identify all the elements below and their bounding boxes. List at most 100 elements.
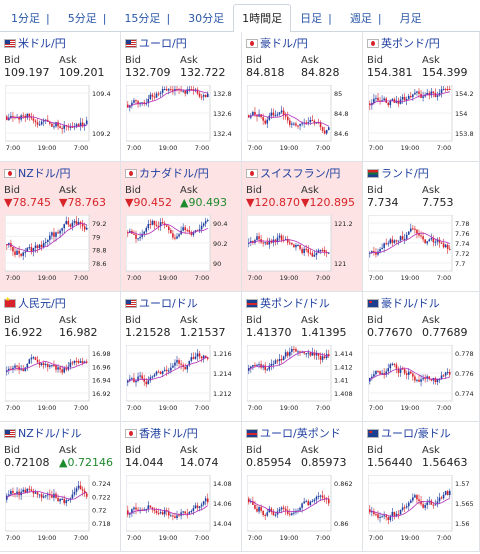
candle-body [434,241,437,243]
candle-body [63,224,65,229]
pair-title-link[interactable]: 香港ドル/円 [125,425,237,441]
candle-body [83,124,86,126]
candle-body [446,244,449,249]
rate-card[interactable]: 豪ドル/円 Bid Ask 84.818 84.828 85 84.8 84.6 7:00 19:… [242,32,363,162]
candle-body [377,251,379,255]
pair-title-link[interactable]: ユーロ/英ポンド [246,425,358,441]
candle-body [319,249,322,251]
candle-body [383,515,385,517]
candle-body [180,512,182,516]
tab-timeframe[interactable]: 30分足 [179,4,233,32]
pair-title-link[interactable]: 米ドル/円 [4,35,116,51]
mini-candle-chart[interactable]: 132.8 132.6 132.4 7:00 19:00 7:00 [126,85,236,155]
candle-body [438,239,441,243]
candle-body [250,501,252,503]
tab-timeframe[interactable]: 15分足 | [115,4,179,32]
candle-body [276,360,279,362]
candle-body [75,488,78,492]
ask-label: Ask [59,55,77,66]
mini-candle-chart[interactable]: 1.57 1.565 1.56 7:00 19:00 7:00 [368,475,478,545]
tab-timeframe[interactable]: 5分足 | [59,4,116,32]
pair-title-link[interactable]: 豪ドル/ドル [367,295,475,311]
mini-candle-chart[interactable]: 109.4 109.2 7:00 19:00 7:00 [5,85,115,155]
mini-candle-chart[interactable]: 154.2 154 153.8 7:00 19:00 7:00 [368,85,478,155]
flag-icon [125,38,137,48]
candle-body [165,225,168,227]
candle-body [81,361,84,364]
candle-body [63,498,65,504]
mini-candle-chart[interactable]: 85 84.8 84.6 7:00 19:00 7:00 [247,85,357,155]
y-tick-label: 14.06 [213,500,232,508]
candle-body [157,225,160,227]
y-tick-label: 1.414 [334,350,353,358]
tab-timeframe[interactable]: 1分足 | [2,4,59,32]
rate-card[interactable]: NZドル/ドル Bid Ask 0.72108 ▲0.72146 0.724 0.722 0.… [0,422,121,552]
tab-timeframe[interactable]: 日足 | [291,4,341,32]
rate-card[interactable]: 豪ドル/ドル Bid Ask 0.77670 0.77689 0.778 0.776 0.77… [363,292,480,422]
candle-body [369,103,371,106]
rate-card[interactable]: 香港ドル/円 Bid Ask 14.044 14.074 14.08 14.06 14.04 7… [121,422,242,552]
rate-card[interactable]: ユーロ/豪ドル Bid Ask 1.56440 1.56463 1.57 1.565 1.56… [363,422,480,552]
candle-body [198,506,201,508]
quote-labels: Bid Ask [125,55,237,66]
mini-candle-chart[interactable]: 0.724 0.722 0.72 0.718 7:00 19:00 7:00 [5,475,115,545]
pair-title-link[interactable]: ランド/円 [367,165,475,181]
mini-candle-chart[interactable]: 79.2 79 78.8 78.6 7:00 19:00 7:00 [5,215,115,285]
candle-body [282,356,285,361]
candle-body [141,375,143,379]
rate-card[interactable]: 英ポンド/円 Bid Ask 154.381 154.399 154.2 154 153.8 7… [363,32,480,162]
tab-timeframe[interactable]: 週足 | [341,4,391,32]
ask-label: Ask [422,315,440,326]
pair-title-link[interactable]: 人民元/円 [4,295,116,311]
pair-title-link[interactable]: スイスフラン/円 [246,165,358,181]
candle-body [397,513,400,515]
candle-body [371,511,373,513]
candle-body [22,489,24,492]
pair-name: ユーロ/豪ドル [381,427,451,440]
candle-body [174,516,176,519]
mini-candle-chart[interactable]: 1.414 1.412 1.41 1.408 7:00 19:00 7:00 [247,345,357,415]
x-tick-label: 7:00 [6,534,21,542]
rate-card[interactable]: スイスフラン/円 Bid Ask ▼120.870 ▼120.895 121.2 121 7:… [242,162,363,292]
rate-card[interactable]: 英ポンド/ドル Bid Ask 1.41370 1.41395 1.414 1.412 1.4… [242,292,363,422]
candle-body [268,240,271,245]
candle-body [77,222,80,225]
mini-candle-chart[interactable]: 90.4 90.2 90 7:00 19:00 7:00 [126,215,236,285]
candle-body [176,360,178,363]
pair-title-link[interactable]: ユーロ/ドル [125,295,237,311]
pair-title-link[interactable]: NZドル/円 [4,165,116,181]
pair-title-link[interactable]: カナダドル/円 [125,165,237,181]
y-tick-label: 132.4 [213,130,232,138]
candle-body [327,354,330,357]
mini-candle-chart[interactable]: 0.862 0.86 7:00 19:00 7:00 [247,475,357,545]
rate-card[interactable]: 米ドル/円 Bid Ask 109.197 109.201 109.4 109.2 7:00 1… [0,32,121,162]
pair-title-link[interactable]: 英ポンド/円 [367,35,475,51]
rate-card[interactable]: ランド/円 Bid Ask 7.734 7.753 7.78 7.76 7.74 7.72 7.7… [363,162,480,292]
mini-candle-chart[interactable]: 16.98 16.96 16.94 16.92 7:00 19:00 7:00 [5,345,115,415]
candle-body [18,491,20,496]
rate-card[interactable]: ユーロ/ドル Bid Ask 1.21528 1.21537 1.216 1.214 1.21… [121,292,242,422]
pair-title-link[interactable]: NZドル/ドル [4,425,116,441]
ask-label: Ask [422,55,440,66]
tab-timeframe[interactable]: 1時間足 [233,4,292,32]
pair-title-link[interactable]: 英ポンド/ドル [246,295,358,311]
candle-body [295,510,297,513]
candle-body [176,89,178,90]
mini-candle-chart[interactable]: 7.78 7.76 7.74 7.72 7.7 7:00 19:00 7:00 [368,215,478,285]
candle-body [311,253,314,257]
mini-candle-chart[interactable]: 1.216 1.214 1.212 7:00 19:00 7:00 [126,345,236,415]
rate-card[interactable]: 人民元/円 Bid Ask 16.922 16.982 16.98 16.96 16.94 16… [0,292,121,422]
rate-card[interactable]: ユーロ/円 Bid Ask 132.709 132.722 132.8 132.6 132.4… [121,32,242,162]
mini-candle-chart[interactable]: 14.08 14.06 14.04 7:00 19:00 7:00 [126,475,236,545]
pair-title-link[interactable]: 豪ドル/円 [246,35,358,51]
mini-candle-chart[interactable]: 121.2 121 7:00 19:00 7:00 [247,215,357,285]
mini-candle-chart[interactable]: 0.778 0.776 0.774 7:00 19:00 7:00 [368,345,478,415]
rate-card[interactable]: カナダドル/円 Bid Ask ▼90.452 ▲90.493 90.4 90.2 90 7:0… [121,162,242,292]
y-tick-label: 14.04 [213,520,232,528]
tab-timeframe[interactable]: 月足 [391,4,431,32]
rate-card[interactable]: ユーロ/英ポンド Bid Ask 0.85954 0.85973 0.862 0.86 7:0… [242,422,363,552]
rate-card[interactable]: NZドル/円 Bid Ask ▼78.745 ▼78.763 79.2 79 78.8 78.6… [0,162,121,292]
candle-body [430,91,433,96]
pair-title-link[interactable]: ユーロ/豪ドル [367,425,475,441]
pair-title-link[interactable]: ユーロ/円 [125,35,237,51]
